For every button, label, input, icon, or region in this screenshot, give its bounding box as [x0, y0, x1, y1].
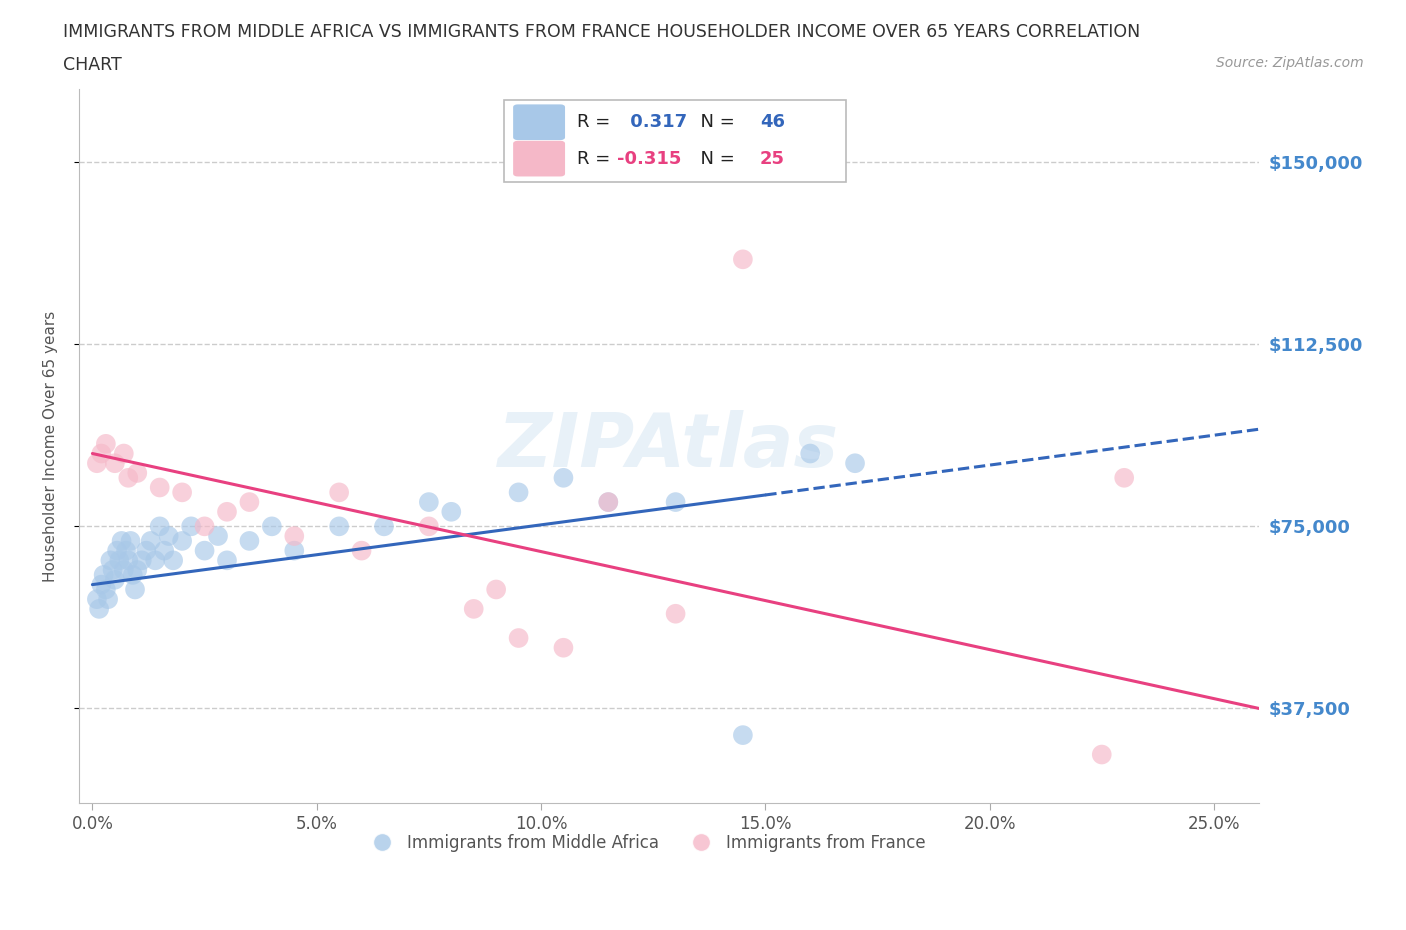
Point	[115, 543, 138, 558]
Point	[215, 553, 238, 568]
Point	[121, 567, 143, 582]
Point	[508, 631, 530, 645]
Text: 46: 46	[759, 113, 785, 130]
Point	[665, 495, 688, 510]
Text: R =: R =	[576, 150, 616, 167]
Point	[799, 446, 821, 461]
Point	[98, 553, 121, 568]
Point	[172, 534, 194, 549]
Point	[90, 578, 112, 592]
FancyBboxPatch shape	[513, 140, 565, 177]
Point	[89, 602, 111, 617]
Point	[105, 543, 128, 558]
Point	[94, 436, 117, 451]
Point	[508, 485, 530, 499]
FancyBboxPatch shape	[503, 100, 846, 182]
Point	[328, 485, 350, 499]
Point	[117, 553, 139, 568]
Point	[328, 519, 350, 534]
Point	[124, 582, 146, 597]
Point	[418, 519, 440, 534]
Text: IMMIGRANTS FROM MIDDLE AFRICA VS IMMIGRANTS FROM FRANCE HOUSEHOLDER INCOME OVER : IMMIGRANTS FROM MIDDLE AFRICA VS IMMIGRA…	[63, 23, 1140, 41]
Point	[1091, 747, 1114, 762]
Point	[463, 602, 485, 617]
Point	[844, 456, 866, 471]
Point	[104, 456, 127, 471]
Text: CHART: CHART	[63, 56, 122, 73]
Point	[86, 456, 108, 471]
Point	[149, 480, 172, 495]
Point	[127, 563, 149, 578]
Point	[215, 504, 238, 519]
Point	[162, 553, 184, 568]
Text: R =: R =	[576, 113, 616, 130]
Point	[260, 519, 283, 534]
Point	[104, 572, 127, 587]
Y-axis label: Householder Income Over 65 years: Householder Income Over 65 years	[44, 311, 58, 582]
Point	[97, 591, 120, 606]
Text: N =: N =	[689, 150, 741, 167]
Point	[665, 606, 688, 621]
Point	[440, 504, 463, 519]
Point	[90, 446, 112, 461]
Point	[193, 543, 215, 558]
Text: 25: 25	[759, 150, 785, 167]
Text: 0.317: 0.317	[624, 113, 688, 130]
Point	[120, 534, 142, 549]
Point	[131, 553, 153, 568]
Point	[94, 582, 117, 597]
Point	[731, 252, 754, 267]
Text: -0.315: -0.315	[617, 150, 682, 167]
Point	[108, 553, 131, 568]
Point	[238, 495, 260, 510]
Point	[180, 519, 202, 534]
Point	[135, 543, 157, 558]
Text: Source: ZipAtlas.com: Source: ZipAtlas.com	[1216, 56, 1364, 70]
Point	[117, 471, 139, 485]
Legend: Immigrants from Middle Africa, Immigrants from France: Immigrants from Middle Africa, Immigrant…	[359, 828, 932, 859]
Point	[598, 495, 620, 510]
Point	[283, 528, 305, 543]
Point	[112, 563, 135, 578]
Point	[143, 553, 166, 568]
Point	[139, 534, 162, 549]
Text: ZIPAtlas: ZIPAtlas	[498, 410, 839, 483]
Point	[731, 727, 754, 742]
Point	[101, 563, 124, 578]
Point	[207, 528, 229, 543]
Point	[157, 528, 180, 543]
Point	[553, 640, 575, 655]
Point	[350, 543, 373, 558]
Point	[112, 446, 135, 461]
Point	[598, 495, 620, 510]
Point	[373, 519, 395, 534]
Point	[485, 582, 508, 597]
Point	[418, 495, 440, 510]
Point	[1114, 471, 1136, 485]
Point	[283, 543, 305, 558]
Point	[193, 519, 215, 534]
FancyBboxPatch shape	[513, 104, 565, 140]
Point	[238, 534, 260, 549]
Point	[110, 534, 132, 549]
Point	[86, 591, 108, 606]
Point	[153, 543, 176, 558]
Point	[93, 567, 115, 582]
Point	[149, 519, 172, 534]
Point	[172, 485, 194, 499]
Point	[127, 466, 149, 481]
Text: N =: N =	[689, 113, 741, 130]
Point	[553, 471, 575, 485]
